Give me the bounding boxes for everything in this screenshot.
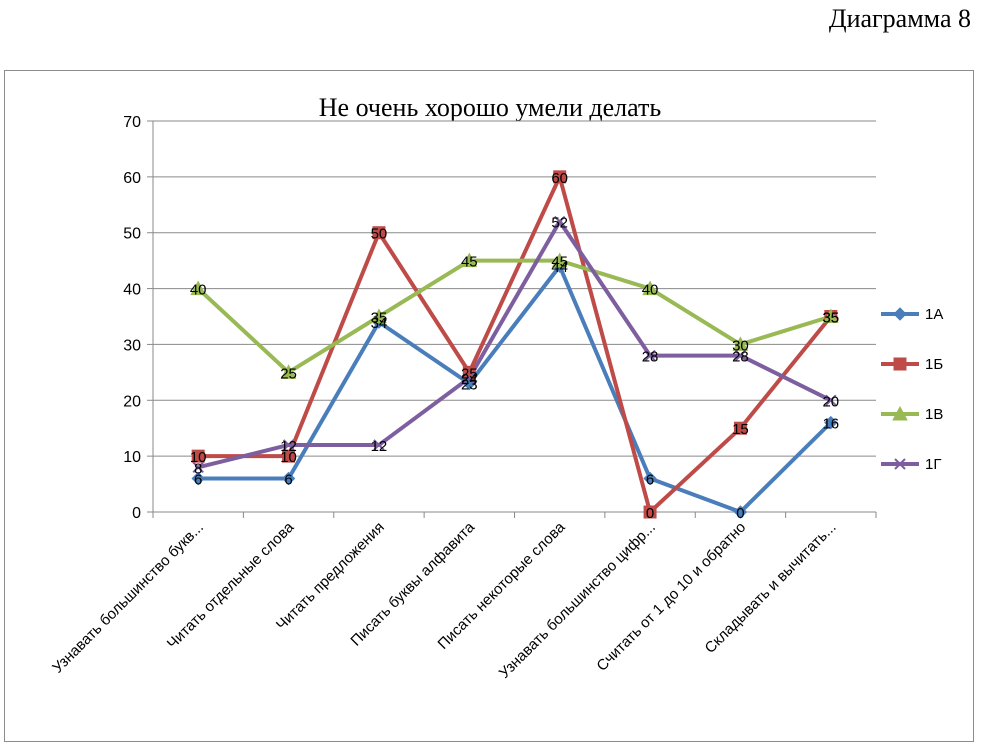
series-line-4 [197, 219, 832, 470]
legend: 1А 1Б 1В 1Г [881, 306, 943, 473]
data-label: 10 [280, 449, 297, 466]
data-point-marker [551, 252, 568, 268]
data-point-marker [644, 349, 656, 362]
data-point-marker [734, 349, 747, 362]
data-point-marker [282, 449, 296, 463]
data-point-marker [643, 471, 657, 486]
data-point-marker [191, 449, 205, 463]
legend-label: 1Г [925, 456, 941, 473]
data-point-marker [371, 308, 387, 323]
data-label: 50 [371, 226, 388, 243]
category-labels: Узнавать большинство букв...Читать отдел… [49, 518, 839, 681]
diagram-caption: Диаграмма 8 [828, 4, 971, 33]
data-label: 45 [461, 254, 478, 271]
data-label: 30 [732, 337, 749, 354]
legend-label: 1В [925, 406, 943, 423]
legend-entry: 1Г [881, 456, 941, 473]
legend-entry: 1В [881, 405, 943, 423]
y-tick-label: 60 [123, 170, 141, 187]
data-point-marker [461, 252, 478, 268]
data-label: 16 [822, 416, 839, 433]
series-line-3 [196, 258, 832, 375]
series-line-2 [198, 174, 833, 514]
legend-marker [894, 458, 906, 470]
line-chart: Не очень хорошо умели делать 0 10 20 30 40 50… [49, 93, 943, 682]
data-label: 35 [822, 310, 839, 327]
data-label: 6 [284, 471, 292, 488]
data-label: 6 [194, 471, 202, 488]
data-label: 12 [371, 438, 388, 455]
data-label: 12 [280, 438, 297, 455]
data-point-marker [733, 421, 747, 435]
data-label: 8 [194, 460, 202, 477]
series-line-1 [198, 264, 833, 514]
category-label: Узнавать большинство цифр... [496, 519, 659, 682]
data-label: 45 [551, 254, 568, 271]
chart-frame: Не очень хорошо умели делать 0 10 20 30 40 50… [4, 70, 974, 742]
data-label: 40 [642, 282, 659, 299]
data-label: 44 [551, 259, 568, 276]
data-label: 35 [822, 310, 839, 327]
data-point-marker [642, 280, 658, 296]
category-label: Узнавать большинство букв... [49, 519, 207, 677]
data-point-marker [463, 372, 476, 384]
data-point-marker [280, 364, 297, 379]
data-point-marker [372, 226, 386, 240]
data-point-marker [553, 170, 567, 184]
y-tick-label: 40 [123, 282, 141, 299]
data-point-marker [732, 336, 749, 351]
y-tick-label: 70 [123, 114, 141, 131]
data-point-marker [373, 439, 385, 451]
data-point-marker [643, 505, 657, 519]
data-label: 25 [461, 365, 478, 382]
series-lines [196, 174, 833, 514]
series-markers [190, 170, 839, 519]
y-tick-labels: 0 10 20 30 40 50 60 70 [123, 114, 141, 522]
data-label: 6 [646, 471, 654, 488]
data-label: 10 [190, 449, 207, 466]
data-label: 20 [822, 393, 839, 410]
data-label: 28 [732, 349, 749, 366]
y-tick-label: 10 [123, 449, 141, 466]
data-label: 28 [642, 349, 659, 366]
y-tick-label: 50 [123, 226, 141, 243]
y-tick-label: 20 [123, 393, 141, 410]
data-point-marker [282, 439, 295, 451]
legend-label: 1Б [925, 356, 943, 373]
data-point-marker [192, 461, 204, 474]
legend-marker [893, 357, 907, 371]
data-label: 60 [551, 170, 568, 187]
data-point-marker [824, 415, 838, 430]
data-label: 23 [461, 377, 478, 394]
legend-marker [893, 307, 907, 321]
data-point-marker [191, 471, 205, 486]
legend-marker [892, 405, 908, 421]
legend-label: 1А [925, 306, 943, 323]
category-label: Считать от 1 до 10 и обратно [593, 519, 749, 675]
y-tick-label: 0 [132, 505, 141, 522]
data-label: 25 [280, 365, 297, 382]
data-label: 52 [551, 215, 568, 232]
data-label: 0 [736, 505, 744, 522]
data-label: 40 [190, 282, 207, 299]
legend-entry: 1А [881, 306, 943, 323]
data-point-marker [822, 308, 839, 323]
data-point-marker [553, 215, 566, 228]
data-label: 0 [646, 505, 654, 522]
legend-entry: 1Б [881, 356, 943, 373]
data-label: 34 [371, 315, 388, 332]
data-point-marker [825, 394, 837, 406]
data-label: 35 [371, 310, 388, 327]
axes [147, 120, 877, 518]
data-point-marker [733, 505, 748, 519]
chart-title: Не очень хорошо умели делать [319, 93, 662, 122]
data-point-marker [190, 280, 207, 296]
data-label: 24 [461, 371, 478, 388]
data-label: 15 [732, 421, 749, 438]
data-point-marker [281, 471, 296, 486]
y-tick-label: 30 [123, 337, 141, 354]
